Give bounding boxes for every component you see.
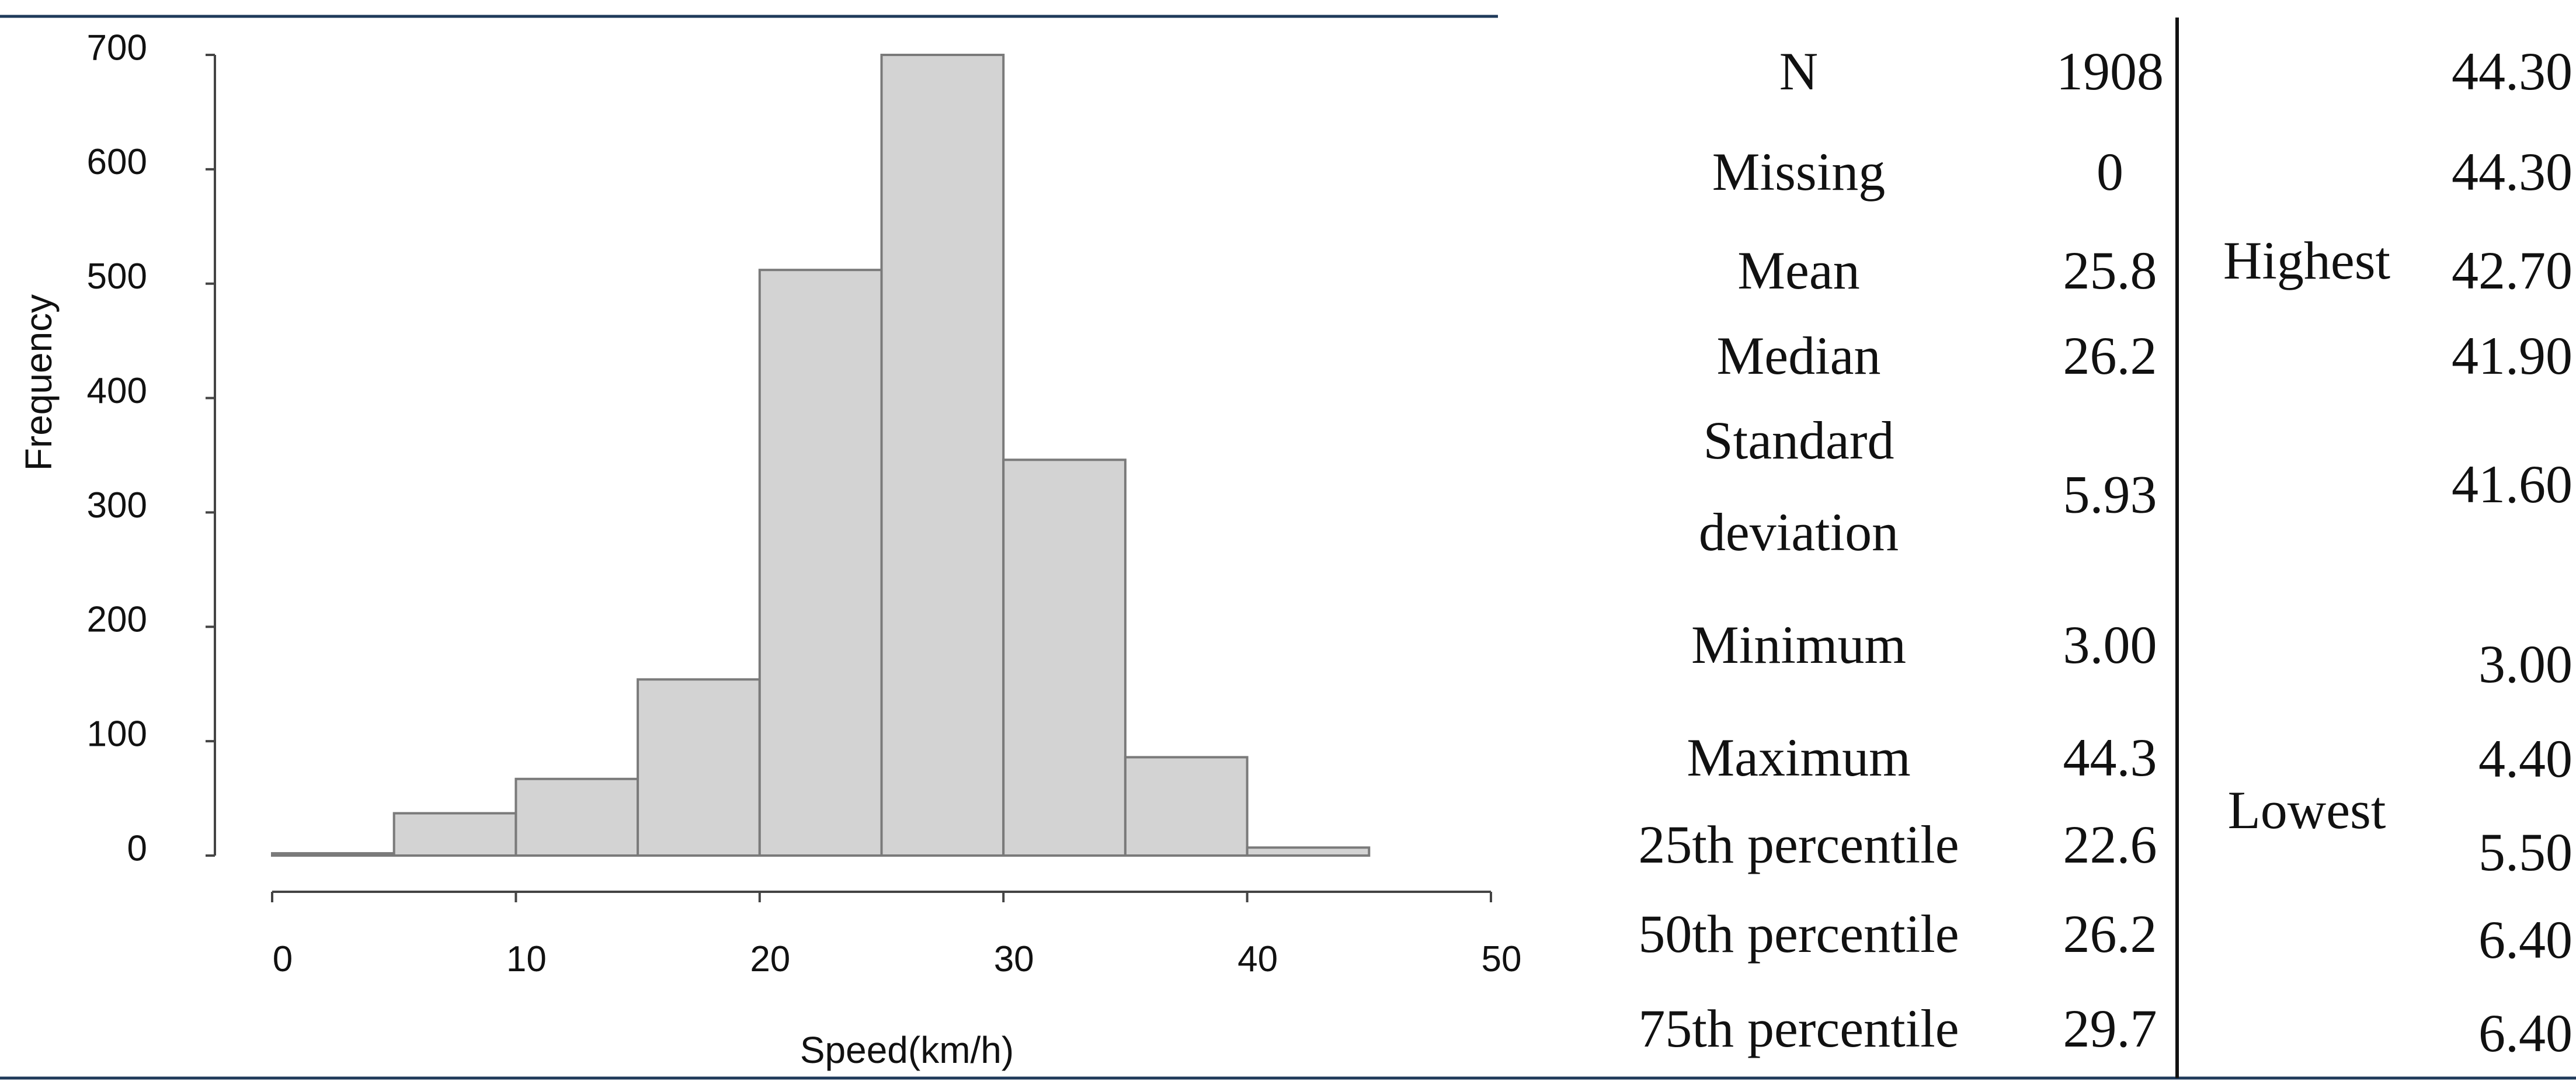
highest-value: 41.90 xyxy=(2452,326,2572,385)
stats-row-label: N xyxy=(1779,41,1818,101)
highest-label: Highest xyxy=(2223,231,2391,290)
stats-row-value: 5.93 xyxy=(2063,465,2157,524)
histogram-bar xyxy=(1002,458,1127,857)
statistics-table: N 1908 Missing 0 Mean 25.8 Median 26.2 Standard d… xyxy=(1638,18,2572,1078)
histogram-bar xyxy=(392,812,517,857)
highest-value: 44.30 xyxy=(2452,41,2572,101)
lowest-label: Lowest xyxy=(2228,780,2386,840)
histogram-bar xyxy=(758,269,883,857)
highest-value: 41.60 xyxy=(2452,454,2572,514)
stats-row-value: 22.6 xyxy=(2063,815,2157,874)
histogram-bar xyxy=(1246,846,1371,857)
stats-row-label: Mean xyxy=(1737,241,1859,300)
lowest-value: 4.40 xyxy=(2478,729,2572,788)
y-tick-label: 0 xyxy=(127,828,147,868)
histogram-bar xyxy=(271,852,395,857)
stats-row-value: 29.7 xyxy=(2063,999,2157,1058)
highest-value: 44.30 xyxy=(2452,142,2572,201)
lowest-value: 6.40 xyxy=(2478,1003,2572,1063)
stats-row-label: Standard xyxy=(1703,411,1894,470)
x-tick-label: 0 xyxy=(273,939,293,979)
stats-row-value: 26.2 xyxy=(2063,326,2157,385)
y-tick-label: 700 xyxy=(87,27,147,68)
histogram-plot: 0 100 200 300 400 500 600 700 0 10 20 30 40 50 xyxy=(87,27,1522,979)
histogram-bar xyxy=(880,54,1005,857)
stats-row-value: 26.2 xyxy=(2063,904,2157,964)
x-tick-label: 30 xyxy=(994,939,1034,979)
y-tick-label: 300 xyxy=(87,485,147,526)
lowest-value: 3.00 xyxy=(2478,634,2572,694)
lowest-value: 6.40 xyxy=(2478,910,2572,969)
stats-row-value: 25.8 xyxy=(2063,241,2157,300)
stats-row-label: Minimum xyxy=(1691,615,1906,675)
x-tick-label: 40 xyxy=(1237,939,1278,979)
histogram-bar xyxy=(514,777,639,857)
stats-row-value: 0 xyxy=(2097,142,2123,201)
stats-row-label: 25th percentile xyxy=(1638,815,1959,874)
y-tick-label: 600 xyxy=(87,142,147,182)
lowest-value: 5.50 xyxy=(2478,822,2572,882)
stats-row-value: 1908 xyxy=(2056,41,2164,101)
stats-row-label: Maximum xyxy=(1687,728,1910,787)
highest-value: 42.70 xyxy=(2452,241,2572,300)
x-axis-label: Speed(km/h) xyxy=(800,1029,1014,1071)
x-tick-label: 10 xyxy=(506,939,547,979)
y-tick-label: 400 xyxy=(87,371,147,411)
x-tick-label: 50 xyxy=(1482,939,1522,979)
x-tick-label: 20 xyxy=(750,939,790,979)
y-axis-label: Frequency xyxy=(18,294,60,471)
stats-row-label: Median xyxy=(1716,326,1880,385)
stats-row-label: Missing xyxy=(1712,142,1886,201)
histogram-bar xyxy=(637,678,761,857)
y-tick-label: 500 xyxy=(87,256,147,297)
stats-row-label: deviation xyxy=(1699,502,1899,562)
histogram-bar xyxy=(1124,756,1249,857)
stats-row-label: 75th percentile xyxy=(1638,999,1959,1058)
y-tick-label: 200 xyxy=(87,600,147,640)
stats-row-value: 3.00 xyxy=(2063,615,2157,675)
stats-row-label: 50th percentile xyxy=(1638,904,1959,964)
y-tick-label: 100 xyxy=(87,714,147,755)
stats-row-value: 44.3 xyxy=(2063,728,2157,787)
